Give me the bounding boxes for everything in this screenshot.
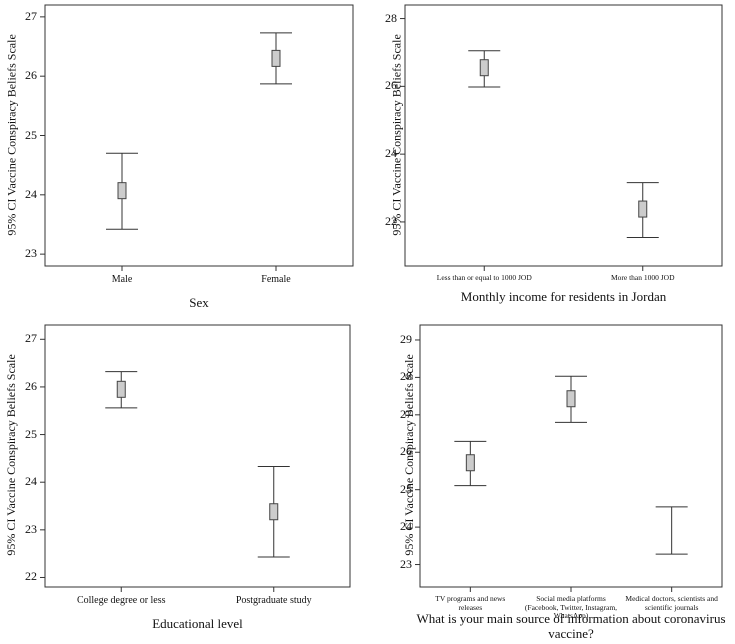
y-tick-label: 27 xyxy=(25,8,37,23)
x-tick-label: Male xyxy=(111,274,133,285)
y-tick-label: 27 xyxy=(400,406,412,421)
y-axis-title: 95% CI Vaccine Conspiracy Beliefs Scale xyxy=(402,354,417,556)
x-tick-label: Less than or equal to 1000 JOD xyxy=(436,273,532,282)
mean-marker xyxy=(271,49,281,67)
mean-marker xyxy=(465,454,475,472)
mean-marker xyxy=(117,182,127,200)
y-tick-label: 26 xyxy=(25,378,37,393)
y-axis-title: 95% CI Vaccine Conspiracy Beliefs Scale xyxy=(4,354,19,556)
y-tick-label: 24 xyxy=(400,519,412,534)
y-tick-label: 25 xyxy=(25,127,37,142)
x-tick-label: Medical doctors, scientists and scientif… xyxy=(625,594,718,612)
mean-marker xyxy=(116,380,126,398)
y-axis-title: 95% CI Vaccine Conspiracy Beliefs Scale xyxy=(389,33,404,236)
y-tick-label: 23 xyxy=(25,246,37,261)
y-tick-label: 28 xyxy=(385,10,397,25)
y-tick-label: 26 xyxy=(25,68,37,83)
x-tick-label: Female xyxy=(261,274,291,285)
plot-frame xyxy=(44,324,351,588)
x-axis-title: What is your main source of information … xyxy=(416,611,726,641)
y-tick-label: 29 xyxy=(400,331,412,346)
x-axis-title: Monthly income for residents in Jordan xyxy=(460,289,667,304)
x-tick-label: College degree or less xyxy=(76,595,166,606)
x-axis-title: Sex xyxy=(189,295,209,310)
plot-frame xyxy=(404,4,723,267)
mean-marker xyxy=(479,59,489,77)
x-tick-label: Postgraduate study xyxy=(235,595,312,606)
plot-frame xyxy=(44,4,354,267)
x-axis-title: Educational level xyxy=(152,616,243,631)
y-tick-label: 25 xyxy=(400,481,412,496)
plot-frame xyxy=(419,324,723,588)
y-tick-label: 26 xyxy=(385,78,397,93)
y-tick-label: 24 xyxy=(25,474,37,489)
y-tick-label: 24 xyxy=(25,186,37,201)
y-tick-label: 22 xyxy=(385,213,397,228)
mean-marker xyxy=(638,200,648,218)
y-tick-label: 28 xyxy=(400,369,412,384)
y-tick-label: 25 xyxy=(25,426,37,441)
y-tick-label: 23 xyxy=(400,556,412,571)
mean-marker xyxy=(269,503,279,521)
y-tick-label: 24 xyxy=(385,146,397,161)
x-tick-label: Social media platforms (Facebook, Twitte… xyxy=(524,594,618,621)
y-axis-title: 95% CI Vaccine Conspiracy Beliefs Scale xyxy=(4,33,19,236)
mean-marker xyxy=(566,390,576,408)
y-tick-label: 26 xyxy=(400,444,412,459)
x-tick-label: More than 1000 JOD xyxy=(610,273,675,282)
x-tick-label: TV programs and news releases xyxy=(435,594,506,612)
y-tick-label: 22 xyxy=(25,569,37,584)
y-tick-label: 27 xyxy=(25,331,37,346)
y-tick-label: 23 xyxy=(25,521,37,536)
